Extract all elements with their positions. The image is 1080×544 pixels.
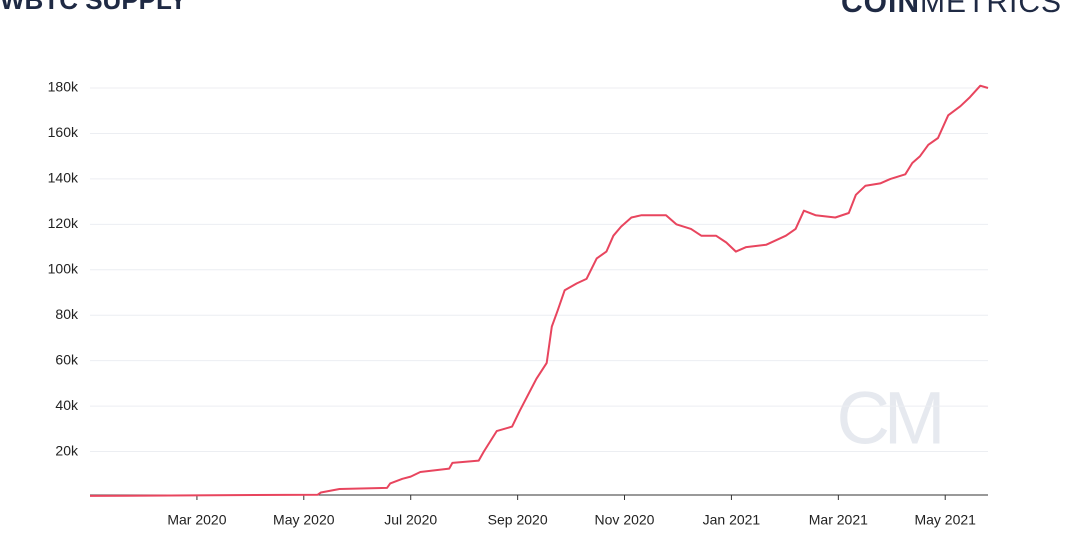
y-tick-label: 140k	[48, 170, 79, 186]
y-tick-label: 160k	[48, 124, 79, 140]
logo-light: METRICS	[920, 0, 1062, 19]
watermark: CM	[836, 377, 939, 460]
line	[89, 84, 989, 497]
logo: COINMETRICS	[841, 0, 1062, 19]
x-tick-label: May 2021	[914, 512, 976, 528]
x-tick-label: Mar 2020	[167, 512, 226, 528]
y-tick-label: 60k	[55, 351, 79, 367]
y-tick-label: 20k	[55, 442, 79, 458]
x-tick-label: Mar 2021	[809, 512, 868, 528]
logo-bold: COIN	[841, 0, 920, 19]
y-tick-label: 80k	[55, 306, 79, 322]
y-tick-label: 100k	[48, 260, 79, 276]
x-tick-label: Jan 2021	[703, 512, 761, 528]
chart-title: WBTC SUPPLY	[0, 0, 187, 15]
x-tick-label: May 2020	[273, 512, 335, 528]
y-tick-label: 40k	[55, 397, 79, 413]
x-tick-label: Nov 2020	[595, 512, 655, 528]
y-tick-label: 180k	[48, 79, 79, 95]
x-tick-label: Sep 2020	[488, 512, 548, 528]
x-tick-label: Jul 2020	[384, 512, 437, 528]
y-tick-label: 120k	[48, 215, 79, 231]
